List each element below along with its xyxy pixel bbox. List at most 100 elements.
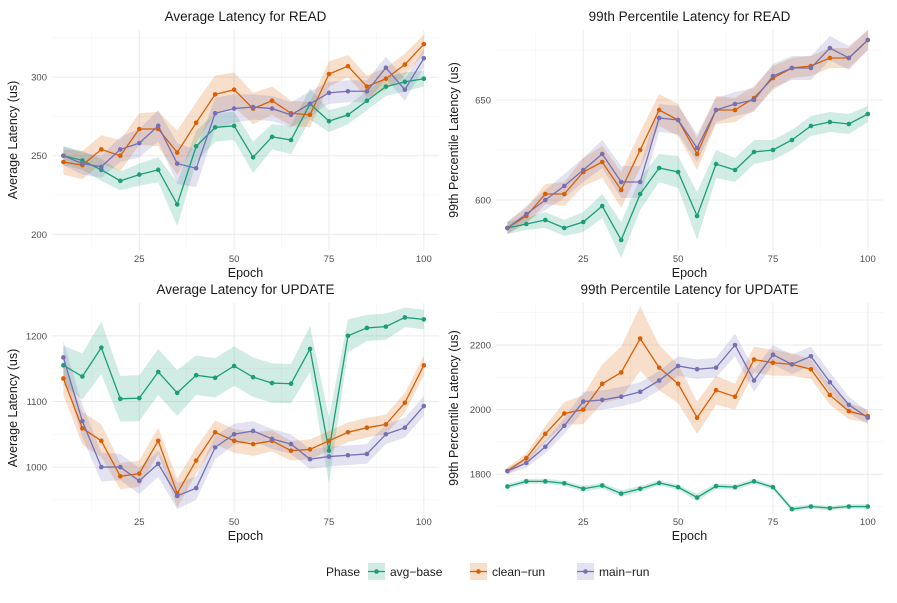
x-tick-label: 75 [768,517,779,528]
gridlines [52,30,439,250]
panel-title: 99th Percentile Latency for UPDATE [580,282,798,297]
data-point-main-run [694,366,700,372]
data-point-avg-base [580,219,586,225]
data-point-avg-base [808,504,814,509]
data-point-main-run [231,106,237,111]
data-point-main-run [827,45,833,51]
data-point-clean-run [364,84,370,89]
data-point-main-run [789,65,795,71]
panel-title: Average Latency for UPDATE [156,282,334,297]
legend-key-point [583,569,588,574]
data-point-avg-base [326,118,332,124]
data-point-clean-run [770,360,776,366]
legend-entry-avg-base: avg−base [368,563,443,580]
y-axis-title: 99th Percentile Latency (us) [447,330,461,486]
data-point-clean-run [61,376,66,381]
data-point-avg-base [364,325,370,331]
ribbon-clean-run [63,34,424,180]
ribbon-main-run [63,48,424,188]
legend-key-point [476,569,481,574]
data-point-main-run [383,65,389,71]
data-point-clean-run [288,448,294,453]
data-point-avg-base [231,363,237,369]
data-point-main-run [345,88,351,94]
data-point-main-run [543,197,548,203]
chart-panel-1: 25 50 75 100 200 250 300 Average Latency for RE… [6,9,439,280]
data-point-main-run [846,55,852,61]
data-point-main-run [99,164,104,170]
data-point-main-run [250,104,256,110]
data-point-main-run [307,456,313,462]
data-point-avg-base [656,480,662,486]
data-point-clean-run [637,336,643,341]
data-point-avg-base [364,98,370,104]
data-point-clean-run [117,153,123,159]
data-point-clean-run [561,411,567,416]
data-point-avg-base [421,76,427,82]
data-point-main-run [364,88,370,94]
data-point-clean-run [421,363,427,368]
data-point-main-run [326,454,332,459]
data-point-main-run [637,179,643,185]
ribbon-main-run [507,333,868,475]
y-axis-title: Average Latency (us) [6,349,20,468]
data-point-avg-base [770,147,776,153]
data-point-avg-base [865,504,871,509]
data-point-main-run [288,112,294,118]
y-tick-label: 1200 [26,331,47,342]
data-point-main-run [846,402,852,408]
y-tick-label: 250 [31,151,47,162]
data-point-main-run [694,145,700,151]
data-point-main-run [865,37,871,43]
legend: Phase avg−base clean−run main−run [326,563,649,580]
data-point-main-run [212,445,218,450]
y-tick-label: 200 [31,230,47,241]
x-axis-title: Epoch [228,266,263,280]
data-point-main-run [212,110,218,116]
data-point-avg-base [656,165,662,171]
data-point-clean-run [656,107,662,113]
data-point-avg-base [421,317,427,322]
data-point-clean-run [383,422,389,427]
data-point-clean-run [212,429,218,435]
data-point-clean-run [250,441,256,447]
data-point-main-run [61,153,66,159]
data-point-clean-run [543,191,548,197]
data-point-main-run [269,436,275,442]
data-point-clean-run [808,366,814,372]
data-point-avg-base [618,491,624,496]
data-point-main-run [524,211,529,217]
data-point-clean-run [193,458,199,463]
data-point-avg-base [675,169,681,175]
ribbon-clean-run [507,30,868,234]
data-point-avg-base [770,484,776,490]
data-point-clean-run [618,187,624,193]
data-point-clean-run [694,151,700,157]
data-point-avg-base [80,374,85,379]
data-point-main-run [561,423,567,429]
series-line-avg-base [63,78,424,207]
data-point-avg-base [231,123,237,129]
data-point-main-run [136,478,142,484]
data-point-avg-base [345,333,351,339]
data-point-avg-base [732,167,738,173]
x-tick-label: 75 [324,254,335,265]
data-point-clean-run [193,120,199,126]
data-point-avg-base [383,84,389,89]
x-tick-label: 75 [324,517,335,528]
data-point-main-run [808,65,814,71]
ribbon-avg-base [507,106,868,258]
data-point-main-run [155,461,161,467]
data-point-clean-run [580,407,586,412]
data-point-clean-run [421,41,427,47]
data-point-main-run [751,97,757,103]
data-point-avg-base [250,154,256,160]
series-line-main-run [506,39,869,229]
data-point-avg-base [637,191,643,197]
data-point-main-run [770,73,776,79]
y-axis-title: 99th Percentile Latency (us) [447,62,461,218]
data-point-avg-base [618,237,624,243]
x-tick-label: 25 [134,254,145,265]
data-point-clean-run [155,438,161,444]
legend-entry-clean-run: clean−run [470,563,545,580]
